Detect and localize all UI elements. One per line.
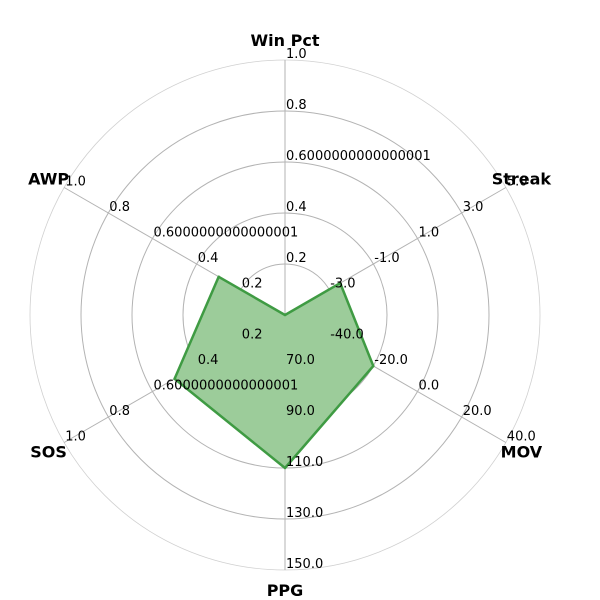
tick-label: 110.0 [286, 455, 323, 470]
tick-label: 0.8 [109, 200, 130, 215]
tick-label: 0.8 [109, 404, 130, 419]
tick-label: 0.2 [242, 277, 263, 292]
tick-label: 20.0 [463, 404, 492, 419]
axis-title-awp: AWP [28, 170, 69, 189]
tick-label: 3.0 [463, 200, 484, 215]
tick-label: 0.2 [242, 328, 263, 343]
tick-label: 0.8 [286, 98, 307, 113]
tick-label: -1.0 [374, 251, 399, 266]
axis-title-streak: Streak [492, 170, 552, 189]
tick-label: 150.0 [286, 557, 323, 572]
data-polygon [173, 275, 375, 470]
data-point-ppg [283, 466, 287, 470]
tick-label: 0.4 [198, 353, 219, 368]
tick-label: 0.6000000000000001 [154, 226, 299, 241]
tick-label: 1.0 [65, 430, 86, 445]
tick-label: 1.0 [419, 226, 440, 241]
axis-titles: Win Pct Streak MOV PPG SOS AWP [28, 31, 551, 600]
axis-title-mov: MOV [501, 443, 543, 462]
tick-label: 0.6000000000000001 [154, 379, 299, 394]
tick-label: 40.0 [507, 430, 536, 445]
data-point-mov [372, 364, 375, 368]
tick-label: -3.0 [330, 277, 355, 292]
tick-label: 70.0 [286, 353, 315, 368]
axis-title-sos: SOS [30, 443, 67, 462]
tick-label: 1.0 [65, 175, 86, 190]
axis-title-win-pct: Win Pct [251, 31, 320, 50]
data-point-awp [217, 275, 220, 278]
tick-label: 1.0 [286, 47, 307, 62]
axis-title-ppg: PPG [267, 581, 304, 600]
tick-label: -20.0 [374, 353, 408, 368]
tick-labels: 0.2 0.4 0.6000000000000001 0.8 1.0 -3.0 -1.0 1.… [65, 47, 536, 572]
data-point-win-pct [283, 313, 287, 317]
tick-label: 5.0 [507, 175, 528, 190]
tick-label: 0.2 [286, 251, 307, 266]
tick-label: 130.0 [286, 506, 323, 521]
tick-label: -40.0 [330, 328, 364, 343]
tick-label: 0.4 [286, 200, 307, 215]
tick-label: 0.6000000000000001 [286, 149, 431, 164]
data-point-sos [173, 377, 176, 380]
data-point-streak [339, 281, 342, 285]
tick-label: 90.0 [286, 404, 315, 419]
tick-label: 0.0 [419, 379, 440, 394]
tick-label: 0.4 [198, 251, 219, 266]
